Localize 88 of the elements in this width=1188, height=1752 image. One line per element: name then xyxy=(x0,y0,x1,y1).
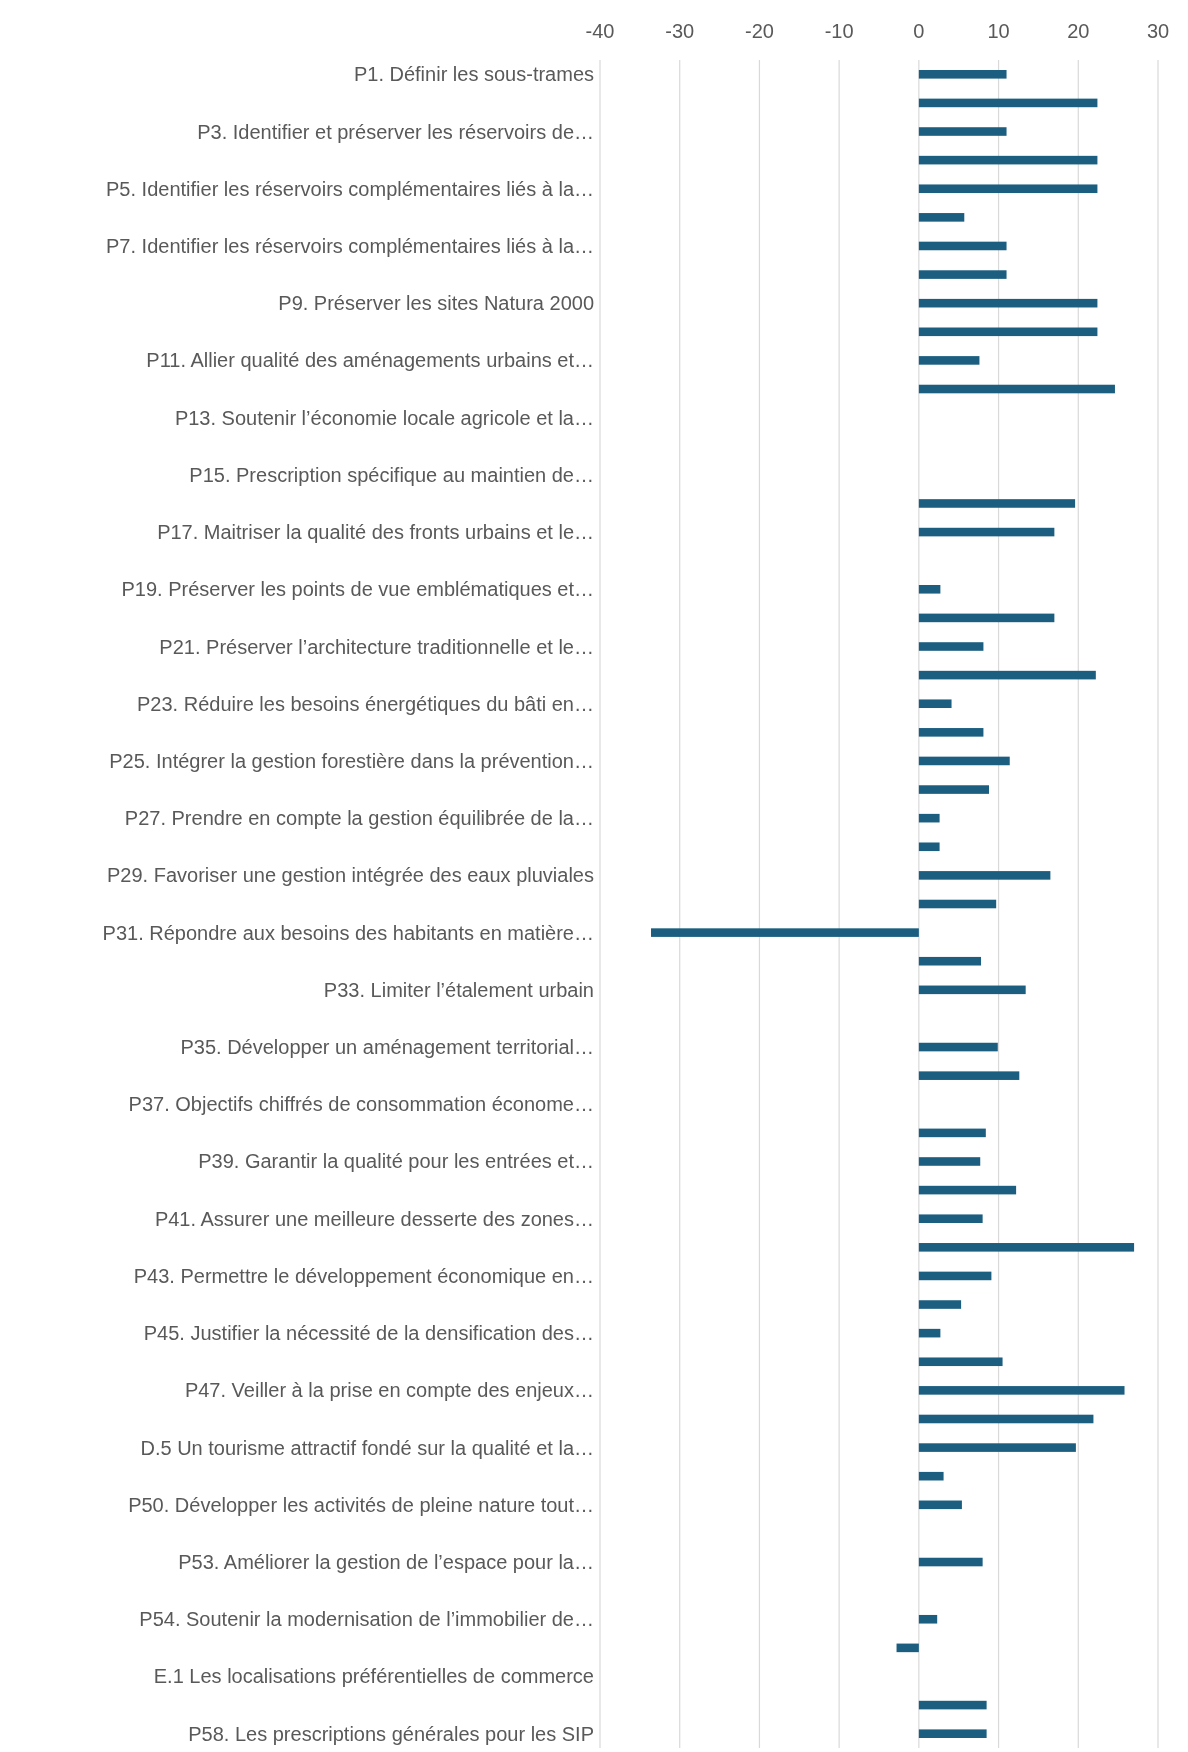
y-tick-label: P27. Prendre en compte la gestion équilibrée de la… xyxy=(124,807,594,830)
bar xyxy=(918,899,997,909)
bar xyxy=(918,1357,1003,1367)
bar xyxy=(918,356,980,365)
y-tick-label: P1. Définir les sous-trames xyxy=(353,63,594,86)
bar xyxy=(918,842,940,852)
bar xyxy=(918,613,1055,623)
bar xyxy=(918,785,990,794)
y-tick-label: P13. Soutenir l’économie locale agricole et la… xyxy=(174,406,594,429)
bar xyxy=(918,213,965,222)
y-tick-label: P50. Développer les activités de pleine nature tout… xyxy=(128,1493,594,1516)
y-tick-label: P31. Répondre aux besoins des habitants en matière… xyxy=(102,921,594,944)
bar xyxy=(918,1557,983,1567)
bar xyxy=(918,241,1007,251)
bar xyxy=(918,670,1096,680)
y-tick-label: E.1 Les localisations préférentielles de commerce xyxy=(153,1665,594,1688)
bar xyxy=(918,1185,1017,1195)
y-tick-label: P33. Limiter l’étalement urbain xyxy=(323,978,594,1001)
y-tick-label: P9. Préserver les sites Natura 2000 xyxy=(278,292,594,315)
bar xyxy=(918,98,1098,108)
bar xyxy=(918,155,1098,165)
bar xyxy=(918,499,1076,508)
y-tick-label: P17. Maitriser la qualité des fronts urbains et le… xyxy=(157,521,594,544)
y-tick-label: P53. Améliorer la gestion de l’espace pour la… xyxy=(178,1551,594,1574)
bar xyxy=(918,1243,1135,1252)
bar xyxy=(918,956,982,966)
bar xyxy=(918,728,984,737)
bar xyxy=(918,699,952,709)
bar xyxy=(918,298,1098,308)
x-tick-label: 0 xyxy=(913,20,925,42)
y-tick-label: P19. Préserver les points de vue emblématiques et… xyxy=(121,578,594,601)
bar xyxy=(918,270,1007,279)
bar xyxy=(918,127,1007,136)
bar xyxy=(918,184,1098,194)
bar xyxy=(918,384,1115,394)
bar xyxy=(918,985,1026,995)
bar xyxy=(918,1042,998,1052)
bar xyxy=(918,70,1007,79)
bar xyxy=(918,1729,987,1738)
bar xyxy=(918,1128,986,1138)
y-tick-label: P37. Objectifs chiffrés de consommation économe… xyxy=(128,1093,594,1116)
y-tick-label: P25. Intégrer la gestion forestière dans la prévention… xyxy=(109,749,594,772)
bar xyxy=(918,1614,938,1624)
y-tick-label: P7. Identifier les réservoirs complémentaires liés à la… xyxy=(106,234,594,257)
y-tick-label: P45. Justifier la nécessité de la densification des… xyxy=(143,1322,594,1345)
bar xyxy=(918,1500,962,1510)
y-tick-label: D.5 Un tourisme attractif fondé sur la qualité et la… xyxy=(140,1436,594,1459)
bar xyxy=(918,1300,962,1309)
bar xyxy=(918,1157,981,1166)
bar xyxy=(918,871,1051,880)
y-tick-label: P23. Réduire les besoins énergétiques du bâti en… xyxy=(137,692,594,715)
bar xyxy=(918,1414,1094,1424)
y-tick-label: P15. Prescription spécifique au maintien de… xyxy=(189,463,594,486)
x-tick-label: 10 xyxy=(987,20,1010,42)
y-tick-label: P35. Développer un aménagement territorial… xyxy=(180,1036,594,1059)
x-tick-label: 20 xyxy=(1067,20,1090,42)
bar xyxy=(918,1214,983,1223)
bar xyxy=(918,585,941,594)
y-tick-label: P54. Soutenir la modernisation de l’immobilier de… xyxy=(139,1608,594,1631)
bar xyxy=(918,1443,1076,1452)
bar xyxy=(918,1271,992,1281)
y-tick-label: P5. Identifier les réservoirs complémentaires liés à la… xyxy=(106,177,594,200)
x-tick-label: -10 xyxy=(824,20,854,42)
y-tick-label: P21. Préserver l’architecture traditionnelle et le… xyxy=(159,635,594,658)
bar xyxy=(918,527,1055,537)
y-tick-label: P43. Permettre le développement économique en… xyxy=(133,1264,594,1287)
bar xyxy=(918,1328,941,1338)
y-tick-label: P3. Identifier et préserver les réservoirs de… xyxy=(197,120,594,143)
y-tick-label: P29. Favoriser une gestion intégrée des eaux pluviales xyxy=(107,864,594,887)
bar xyxy=(651,928,919,937)
bar xyxy=(918,1471,944,1481)
x-tick-label: -30 xyxy=(665,20,695,42)
x-tick-label: 30 xyxy=(1146,20,1170,42)
y-tick-label: P11. Allier qualité des aménagements urbains et… xyxy=(146,349,594,372)
bar xyxy=(918,327,1098,337)
bar xyxy=(918,813,940,823)
x-tick-label: -40 xyxy=(585,20,615,42)
bar xyxy=(918,1386,1125,1395)
bar xyxy=(896,1643,919,1653)
y-tick-label: P47. Veiller à la prise en compte des enjeux… xyxy=(184,1379,594,1402)
y-tick-label: P39. Garantir la qualité pour les entrées et… xyxy=(198,1150,594,1173)
bar xyxy=(918,756,1010,766)
y-tick-label: P41. Assurer une meilleure desserte des zones… xyxy=(154,1207,594,1230)
bar xyxy=(918,1700,987,1710)
bar xyxy=(918,642,984,651)
x-tick-label: -20 xyxy=(744,20,774,42)
bar xyxy=(918,1071,1020,1080)
y-tick-label: P58. Les prescriptions générales pour les SIP xyxy=(188,1722,594,1745)
